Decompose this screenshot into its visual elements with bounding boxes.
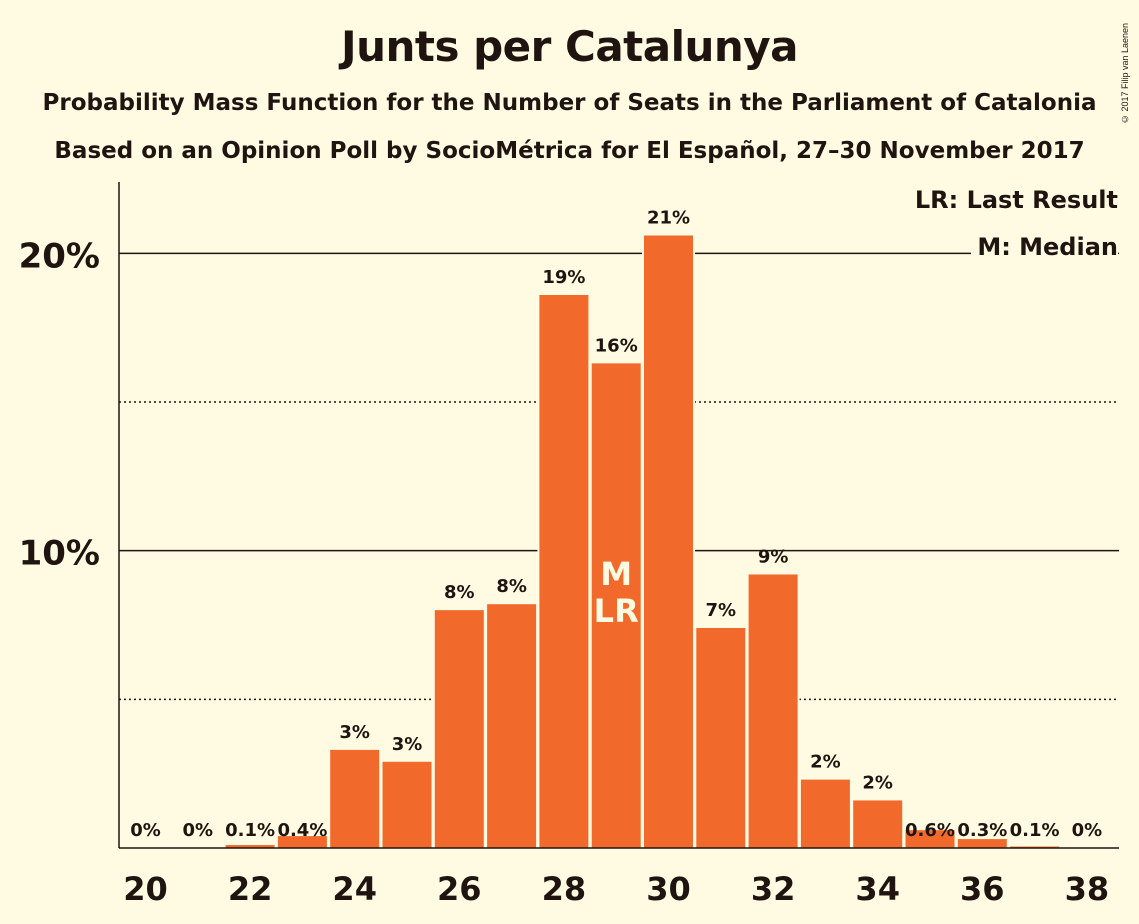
data-label: 0.1% [225, 820, 275, 841]
bar-seat-32 [748, 574, 798, 848]
x-tick-label: 20 [123, 870, 168, 908]
median-marker: M [600, 555, 632, 593]
bar-seat-24 [330, 749, 380, 848]
bar-gap [1008, 844, 1062, 848]
y-tick-label: 10% [19, 534, 100, 574]
data-label: 19% [542, 267, 585, 288]
legend-last-result: LR: Last Result [908, 186, 1118, 214]
data-label: 0% [183, 820, 214, 841]
data-label: 0.3% [957, 820, 1007, 841]
bar-seat-33 [800, 779, 850, 848]
data-label: 9% [758, 546, 789, 567]
bar-seat-22 [225, 845, 275, 848]
data-label: 7% [706, 600, 737, 621]
bar-seat-27 [487, 604, 537, 848]
x-tick-label: 34 [855, 870, 900, 908]
data-label: 8% [444, 582, 475, 603]
data-label: 0.6% [905, 820, 955, 841]
legend-median: M: Median [971, 233, 1118, 261]
last-result-marker: LR [594, 592, 639, 630]
data-label: 21% [647, 208, 690, 229]
data-label: 16% [595, 335, 638, 356]
bar-seat-34 [853, 800, 903, 848]
x-tick-label: 24 [332, 870, 377, 908]
data-label: 2% [810, 752, 841, 773]
bar-seat-25 [382, 761, 432, 848]
chart-subtitle-2: Based on an Opinion Poll by SocioMétrica… [54, 138, 1085, 164]
bar-seat-36 [957, 839, 1007, 848]
x-tick-label: 38 [1065, 870, 1110, 908]
chart-subtitle-1: Probability Mass Function for the Number… [42, 90, 1097, 116]
y-tick-label: 20% [19, 236, 100, 276]
data-label: 0.4% [277, 820, 327, 841]
x-tick-label: 28 [542, 870, 587, 908]
bar-seat-23 [277, 836, 327, 848]
bar-seat-31 [696, 627, 746, 848]
data-label: 0% [1072, 820, 1103, 841]
data-label: 3% [339, 722, 370, 743]
chart-title: Junts per Catalunya [340, 22, 799, 71]
data-label: 0.1% [1010, 820, 1060, 841]
x-tick-label: 26 [437, 870, 482, 908]
bar-seat-35 [905, 830, 955, 848]
data-label: 2% [862, 772, 893, 793]
x-tick-label: 22 [228, 870, 273, 908]
bar-seat-29 [591, 363, 641, 848]
bar-seat-30 [644, 235, 693, 849]
bar-seat-28 [539, 294, 589, 848]
x-tick-label: 36 [960, 870, 1005, 908]
x-tick-label: 30 [646, 870, 691, 908]
data-label: 8% [496, 576, 527, 597]
x-tick-label: 32 [751, 870, 796, 908]
bar-seat-26 [434, 610, 484, 848]
data-label: 0% [130, 820, 161, 841]
data-label: 3% [392, 734, 423, 755]
